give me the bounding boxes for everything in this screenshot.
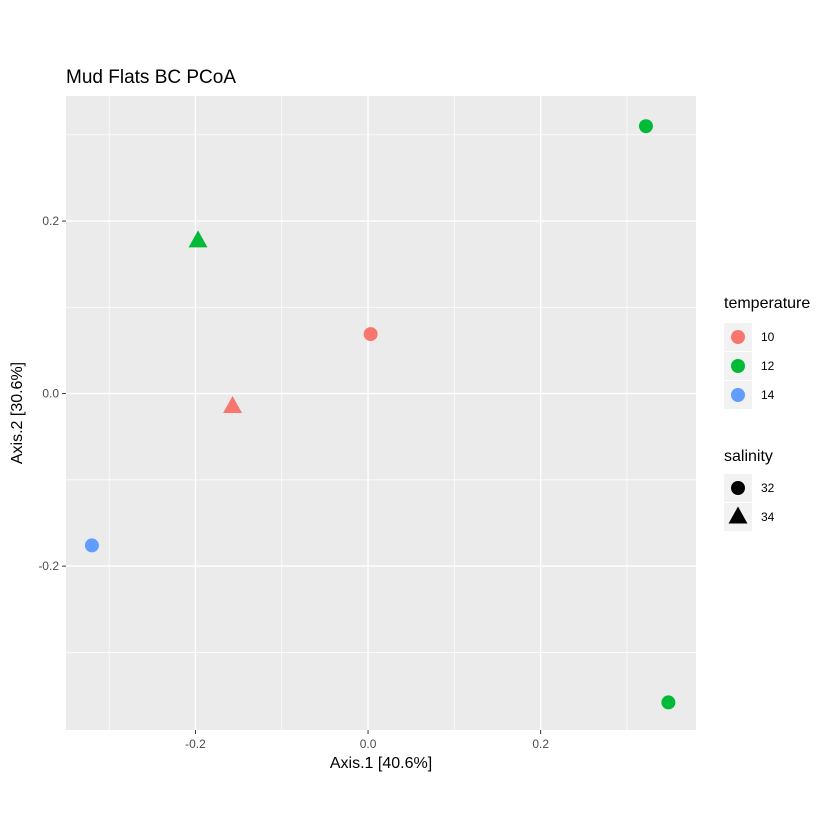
axis-ticks: -0.2 0.0 0.2 -0.2 0.0 0.2 — [38, 214, 549, 751]
legend-salinity-key — [728, 506, 748, 524]
legend-temperature-key — [731, 359, 745, 373]
y-tick-label: 0.0 — [42, 387, 59, 401]
y-tick-label: -0.2 — [38, 559, 59, 573]
data-points — [84, 119, 676, 710]
data-point — [363, 327, 378, 342]
x-tick-label: 0.0 — [360, 737, 377, 751]
legend-salinity: salinity 32 34 — [724, 448, 775, 531]
legend-temperature-key — [731, 388, 745, 402]
data-point — [661, 695, 676, 710]
legend-salinity-label: 34 — [761, 510, 775, 524]
y-tick-label: 0.2 — [42, 214, 59, 228]
legend-temperature-label: 14 — [761, 388, 775, 402]
data-point — [84, 538, 99, 553]
legend-temperature: temperature 10 12 14 — [724, 295, 810, 409]
data-point — [223, 396, 243, 414]
legend-salinity-label: 32 — [761, 481, 775, 495]
legend-temperature-key — [731, 330, 745, 344]
legend-temperature-label: 12 — [761, 359, 775, 373]
legend-salinity-key — [731, 481, 745, 495]
major-gridlines — [66, 96, 696, 730]
x-tick-label: 0.2 — [532, 737, 549, 751]
data-point — [638, 119, 653, 134]
legend-temperature-label: 10 — [761, 330, 775, 344]
chart-title: Mud Flats BC PCoA — [66, 67, 236, 88]
legend-salinity-title: salinity — [724, 448, 773, 465]
legend-temperature-title: temperature — [724, 295, 810, 312]
x-tick-label: -0.2 — [185, 737, 206, 751]
data-point — [188, 230, 208, 248]
minor-gridlines — [66, 96, 696, 730]
plot-panel — [66, 96, 696, 730]
y-axis-title: Axis.2 [30.6%] — [9, 362, 26, 464]
x-axis-title: Axis.1 [40.6%] — [330, 755, 432, 772]
